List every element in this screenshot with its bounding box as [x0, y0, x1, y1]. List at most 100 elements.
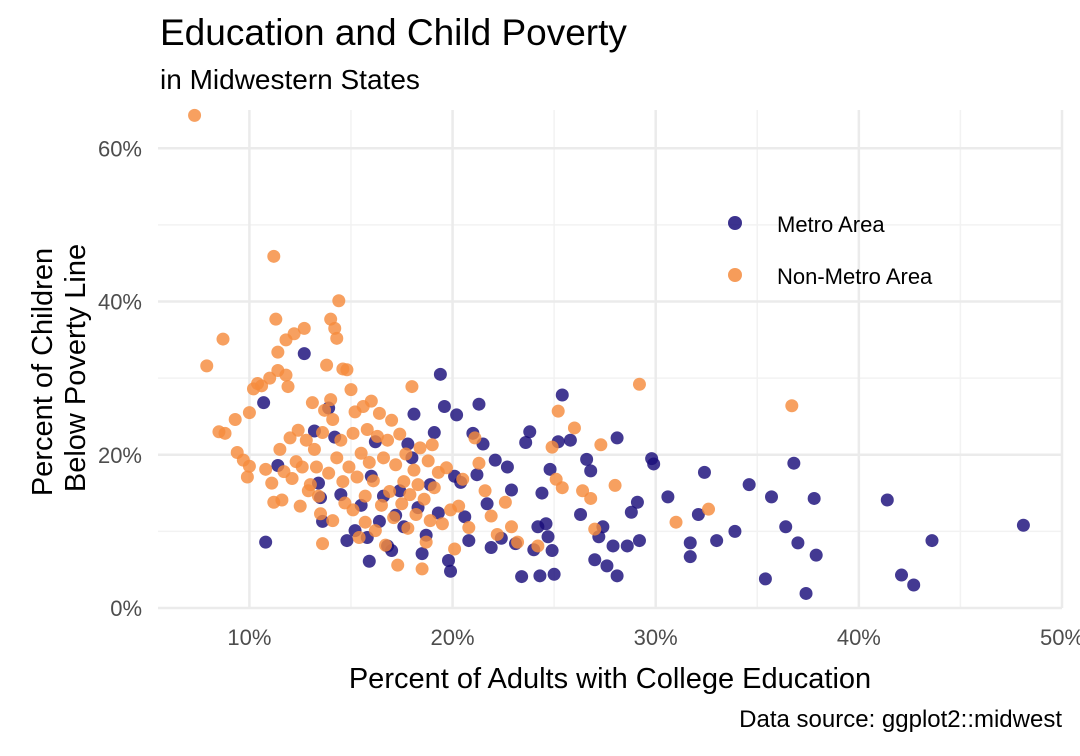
- nonmetro-point: [468, 431, 482, 445]
- metro-point: [472, 397, 486, 411]
- x-tick-label: 10%: [227, 625, 271, 650]
- metro-point: [484, 540, 498, 554]
- metro-point: [543, 462, 557, 476]
- nonmetro-point: [387, 511, 401, 525]
- nonmetro-point: [330, 331, 344, 345]
- metro-point: [574, 508, 588, 522]
- y-axis-title: Percent of Children Below Poverty Line: [27, 240, 92, 496]
- nonmetro-point: [309, 460, 323, 474]
- nonmetro-point: [484, 509, 498, 523]
- nonmetro-point: [326, 514, 340, 528]
- nonmetro-point: [368, 524, 382, 538]
- nonmetro-point: [391, 558, 405, 572]
- nonmetro-point: [330, 451, 344, 465]
- metro-point: [742, 478, 756, 492]
- legend-nonmetro-label: Non-Metro Area: [777, 264, 933, 289]
- nonmetro-point: [352, 531, 366, 545]
- metro-point: [661, 490, 675, 504]
- nonmetro-point: [271, 345, 285, 359]
- nonmetro-point: [228, 413, 242, 427]
- metro-point: [523, 425, 537, 439]
- nonmetro-point: [504, 520, 518, 534]
- nonmetro-point: [299, 433, 313, 447]
- nonmetro-point: [452, 499, 466, 513]
- metro-point: [799, 586, 813, 600]
- nonmetro-point: [275, 493, 289, 507]
- nonmetro-point: [383, 485, 397, 499]
- metro-point: [563, 433, 577, 447]
- nonmetro-point: [267, 249, 281, 263]
- metro-point: [545, 544, 559, 558]
- metro-point: [606, 539, 620, 553]
- metro-point: [401, 437, 415, 451]
- y-axis-ticks: 0% 20% 40% 60%: [98, 136, 142, 621]
- nonmetro-point: [405, 380, 419, 394]
- metro-point: [647, 457, 661, 471]
- metro-point: [584, 464, 598, 478]
- nonmetro-point: [263, 371, 277, 385]
- metro-point: [632, 534, 646, 548]
- nonmetro-point: [334, 433, 348, 447]
- metro-point: [765, 490, 779, 504]
- metro-point: [362, 554, 376, 568]
- metro-point: [433, 367, 447, 381]
- metro-point: [600, 559, 614, 573]
- nonmetro-point: [305, 396, 319, 410]
- nonmetro-point: [322, 466, 336, 480]
- nonmetro-point: [366, 474, 380, 488]
- metro-point: [683, 550, 697, 564]
- metro-point: [907, 578, 921, 592]
- metro-point: [697, 465, 711, 479]
- nonmetro-point: [346, 426, 360, 440]
- nonmetro-point: [269, 312, 283, 326]
- metro-point: [480, 497, 494, 511]
- metro-point: [880, 493, 894, 507]
- nonmetro-point: [200, 359, 214, 373]
- nonmetro-point: [551, 404, 565, 418]
- nonmetro-point: [354, 446, 368, 460]
- metro-point: [779, 520, 793, 534]
- legend-metro-label: Metro Area: [777, 212, 885, 237]
- nonmetro-point: [785, 399, 799, 413]
- y-axis-title-line-1: Percent of Children: [27, 248, 59, 496]
- metro-point: [620, 539, 634, 553]
- nonmetro-point: [397, 475, 411, 489]
- nonmetro-point: [576, 484, 590, 498]
- metro-point: [450, 408, 464, 422]
- major-gridlines: [158, 110, 1064, 610]
- nonmetro-point: [281, 380, 295, 394]
- legend-metro-marker: [728, 216, 742, 230]
- nonmetro-point: [242, 406, 256, 420]
- metro-point: [541, 530, 555, 544]
- nonmetro-point: [385, 413, 399, 427]
- nonmetro-point: [297, 321, 311, 335]
- metro-point: [427, 426, 441, 440]
- nonmetro-point: [350, 470, 364, 484]
- nonmetro-point: [279, 368, 293, 382]
- nonmetro-point: [303, 478, 317, 492]
- y-axis-title-line-2: Below Poverty Line: [60, 244, 92, 492]
- metro-point: [407, 407, 421, 421]
- nonmetro-point: [702, 502, 716, 516]
- metro-point: [488, 453, 502, 467]
- minor-gridlines: [158, 110, 1062, 608]
- y-tick-label: 0%: [110, 596, 142, 621]
- metro-point: [340, 534, 354, 548]
- metro-point: [533, 569, 547, 583]
- nonmetro-point: [342, 460, 356, 474]
- nonmetro-point: [364, 394, 378, 408]
- metro-point: [588, 553, 602, 567]
- metro-point: [728, 524, 742, 538]
- x-axis-title: Percent of Adults with College Education: [349, 663, 871, 695]
- nonmetro-point: [326, 413, 340, 427]
- nonmetro-point: [240, 470, 254, 484]
- metro-point: [519, 436, 533, 450]
- nonmetro-point: [403, 488, 417, 502]
- nonmetro-point: [423, 514, 437, 528]
- y-tick-label: 40%: [98, 290, 142, 315]
- metro-point: [437, 400, 451, 414]
- metro-point: [257, 396, 271, 410]
- nonmetro-point: [421, 454, 435, 468]
- nonmetro-point: [594, 438, 608, 452]
- nonmetro-point: [393, 427, 407, 441]
